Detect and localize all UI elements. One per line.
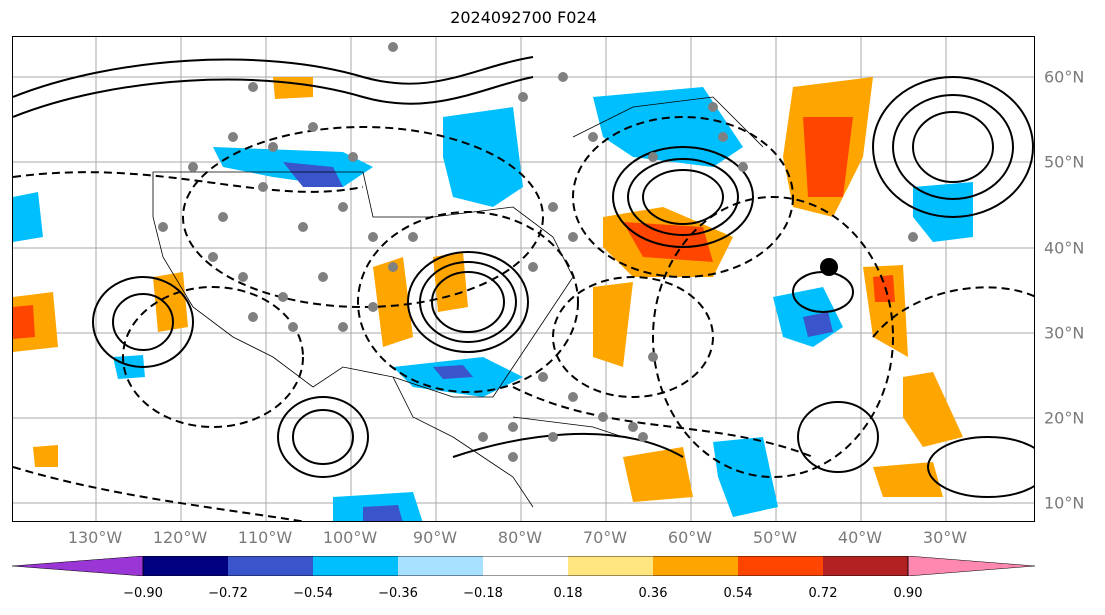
dashed-contours [13,116,1034,521]
colorbar-segment [738,556,823,576]
lon-label: 50°W [752,528,798,547]
colorbar-segment [568,556,653,576]
colorbar-tick: −0.54 [293,586,333,601]
lon-label: 90°W [412,528,458,547]
solid-contours [13,56,1034,498]
colorbar-tick: 0.18 [553,586,583,601]
positive-anomaly-shading [13,77,963,502]
lon-label: 120°W [152,528,208,547]
colorbar [12,556,1035,576]
storm-center-marker [820,258,838,276]
lon-label: 70°W [582,528,628,547]
colorbar-tick: −0.90 [123,586,163,601]
lon-label: 30°W [922,528,968,547]
colorbar-tick: −0.72 [208,586,248,601]
map-title: 2024092700 F024 [450,8,597,27]
lat-label: 20°N [1044,408,1085,428]
map-plot [12,36,1035,522]
lat-label: 50°N [1044,152,1085,172]
colorbar-tick: 0.36 [638,586,668,601]
lon-label: 100°W [322,528,378,547]
colorbar-tick: 0.90 [893,586,923,601]
lat-label: 30°N [1044,323,1085,343]
colorbar-segment [398,556,483,576]
colorbar-tick: −0.18 [463,586,503,601]
colorbar-segment [653,556,738,576]
map-canvas [13,37,1034,521]
colorbar-segment [228,556,313,576]
colorbar-segment [12,556,144,576]
coastlines [152,96,764,508]
colorbar-segment [313,556,398,576]
colorbar-segment [143,556,228,576]
lat-label: 60°N [1044,67,1085,87]
station-markers [158,42,918,462]
colorbar-tick: 0.54 [723,586,753,601]
lon-label: 110°W [237,528,293,547]
lat-label: 10°N [1044,493,1085,513]
colorbar-segment [907,556,1035,576]
lon-label: 130°W [67,528,123,547]
colorbar-segment [483,556,568,576]
lon-label: 80°W [497,528,543,547]
lon-label: 40°W [837,528,883,547]
colorbar-tick: −0.36 [378,586,418,601]
lon-label: 60°W [667,528,713,547]
colorbar-segment [823,556,908,576]
lat-label: 40°N [1044,238,1085,258]
colorbar-tick: 0.72 [808,586,838,601]
negative-anomaly-shading [13,87,973,521]
